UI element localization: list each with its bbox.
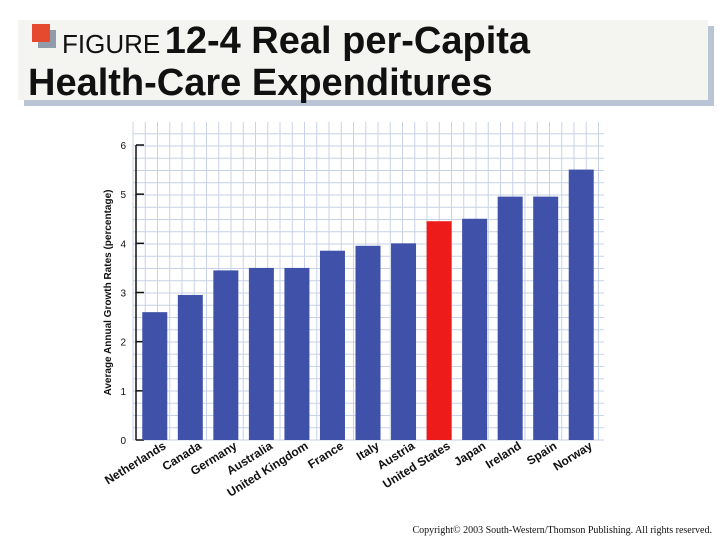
bar-germany [213, 270, 239, 440]
x-tick-label: Norway [551, 439, 595, 474]
bar-netherlands [142, 312, 168, 440]
bar-canada [177, 294, 203, 440]
title-line1: FIGURE 12-4 Real per-Capita [62, 20, 530, 63]
x-tick-label: France [305, 439, 346, 472]
y-tick-label: 2 [120, 338, 126, 349]
y-tick-label: 5 [120, 190, 126, 201]
title-square-red [32, 24, 50, 42]
chart-wrap: 0 1 2 3 4 5 6 Average Annual Growth Rates (perc… [0, 110, 720, 540]
bar-norway [568, 169, 594, 441]
copyright-notice: Copyright© 2003 South-Western/Thomson Pu… [412, 525, 712, 536]
bar-france [319, 250, 345, 440]
y-tick-label: 0 [120, 436, 126, 447]
title-box: FIGURE 12-4 Real per-Capita Health-Care … [18, 20, 714, 106]
bar-ireland [497, 196, 523, 440]
bar-japan [462, 218, 488, 440]
y-axis-label: Average Annual Growth Rates (percentage) [103, 190, 114, 396]
y-tick-label: 6 [120, 141, 126, 152]
title-panel: FIGURE 12-4 Real per-Capita Health-Care … [18, 20, 708, 104]
bar-united-kingdom [284, 267, 310, 440]
y-tick-label: 1 [120, 387, 126, 398]
x-tick-label: Japan [451, 439, 488, 469]
title-line2: Health-Care Expenditures [28, 62, 493, 104]
x-tick-label: Netherlands [102, 439, 169, 488]
bar-chart: 0 1 2 3 4 5 6 Average Annual Growth Rates (perc… [102, 122, 604, 500]
y-tick-label: 4 [120, 239, 126, 250]
bar-australia [248, 267, 274, 440]
bar-united-states [426, 221, 452, 440]
figure-number: 12-4 Real per-Capita [164, 20, 531, 62]
bar-italy [355, 245, 381, 440]
bar-austria [391, 243, 417, 440]
figure-word: FIGURE [62, 29, 161, 59]
y-tick-label: 3 [120, 289, 126, 300]
x-tick-label: Ireland [483, 439, 524, 472]
bar-spain [533, 196, 559, 440]
